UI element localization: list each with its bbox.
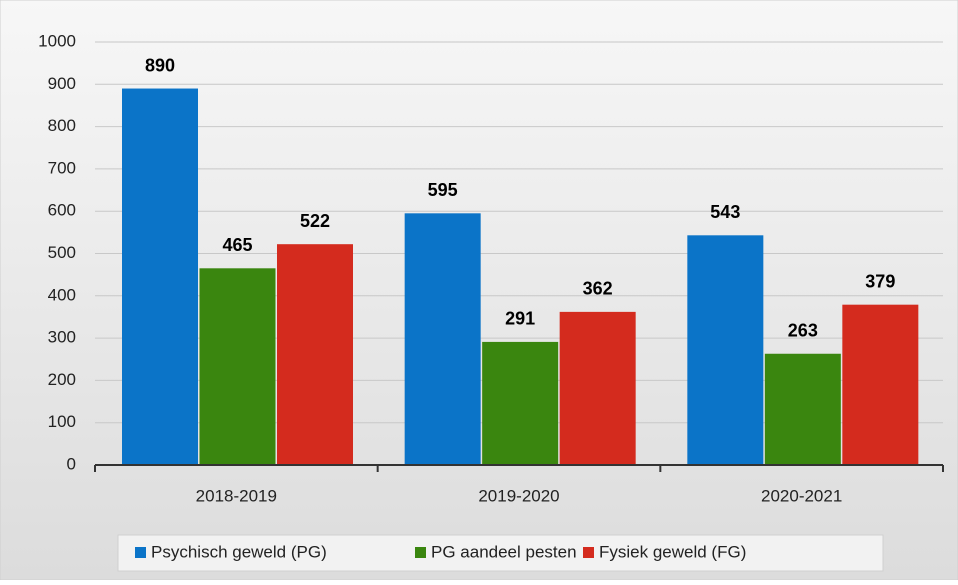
bar: [687, 235, 764, 465]
x-tick-label: 2020-2021: [761, 486, 842, 505]
bar: [764, 353, 841, 465]
y-tick-label: 1000: [38, 31, 76, 50]
y-tick-label: 500: [48, 243, 76, 262]
y-tick-label: 200: [48, 370, 76, 389]
data-label: 379: [865, 271, 895, 291]
y-tick-label: 0: [67, 454, 76, 473]
legend-label: Fysiek geweld (FG): [599, 542, 746, 561]
data-label: 362: [583, 279, 613, 299]
data-label: 465: [222, 235, 252, 255]
bar: [404, 213, 481, 465]
y-tick-label: 800: [48, 116, 76, 135]
data-label: 543: [710, 202, 740, 222]
data-label: 291: [505, 309, 535, 329]
data-label: 263: [788, 321, 818, 341]
bar: [122, 88, 198, 465]
bar: [199, 268, 276, 465]
bar: [559, 311, 636, 465]
legend-label: Psychisch geweld (PG): [151, 542, 327, 561]
bar: [482, 341, 559, 465]
data-label: 522: [300, 211, 330, 231]
legend-swatch: [583, 547, 594, 558]
legend-box: [117, 534, 884, 572]
data-label: 890: [145, 55, 175, 75]
legend-swatch: [135, 547, 146, 558]
y-tick-label: 600: [48, 201, 76, 220]
y-tick-label: 300: [48, 328, 76, 347]
y-tick-label: 400: [48, 285, 76, 304]
x-tick-label: 2019-2020: [478, 486, 559, 505]
y-tick-label: 700: [48, 158, 76, 177]
legend-swatch: [415, 547, 426, 558]
y-tick-label: 900: [48, 74, 76, 93]
legend-label: PG aandeel pesten: [431, 542, 577, 561]
data-label: 595: [428, 180, 458, 200]
x-tick-label: 2018-2019: [196, 486, 277, 505]
y-tick-label: 100: [48, 412, 76, 431]
bar: [277, 244, 353, 465]
bar: [842, 304, 919, 465]
